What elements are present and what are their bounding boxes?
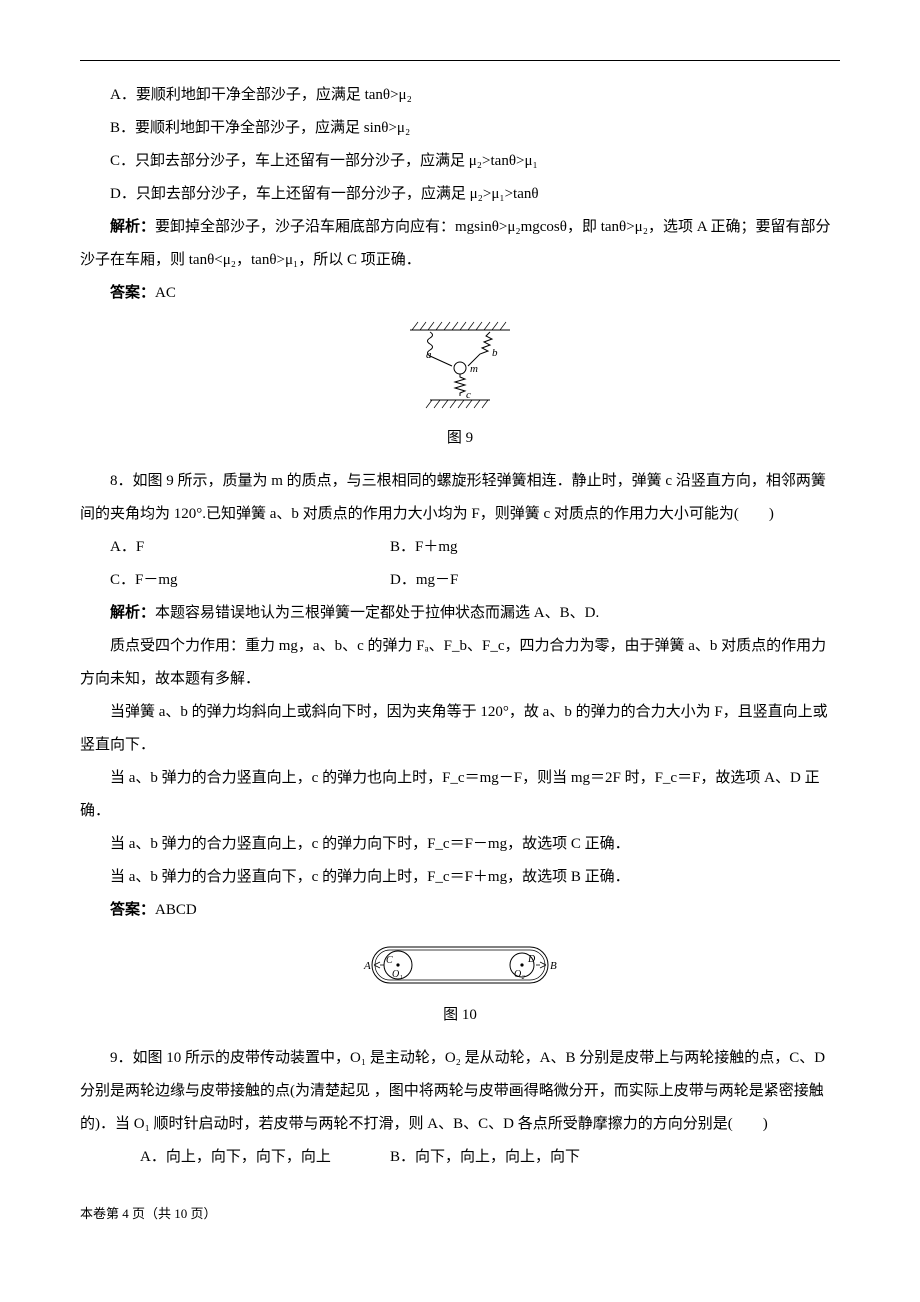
fig10-label-O1: O₁ xyxy=(392,969,403,980)
figure-9: a b m c xyxy=(80,318,840,418)
q9-option-b: B．向下，向上，向上，向下 xyxy=(390,1149,580,1165)
answer-label: 答案： xyxy=(110,902,155,918)
answer-value: ABCD xyxy=(155,902,197,918)
fig10-label-B: B xyxy=(550,960,557,972)
q7-option-d: D．只卸去部分沙子，车上还留有一部分沙子，应满足 μ₂>μ₁>tanθ xyxy=(80,178,840,211)
figure-10-caption: 图 10 xyxy=(80,999,840,1032)
q8-sol-p5: 当 a、b 弹力的合力竖直向上，c 的弹力向下时，F_c＝F－mg，故选项 C … xyxy=(80,828,840,861)
q9-options-row1: A．向上，向下，向下，向上B．向下，向上，向上，向下 xyxy=(80,1141,840,1174)
q9-option-a: A．向上，向下，向下，向上 xyxy=(110,1141,390,1174)
fig9-label-a: a xyxy=(426,349,432,361)
fig10-label-C: C xyxy=(386,955,393,966)
fig9-label-c: c xyxy=(466,389,471,401)
q8-stem: 8．如图 9 所示，质量为 m 的质点，与三根相同的螺旋形轻弹簧相连．静止时，弹… xyxy=(80,465,840,531)
q7-option-c: C．只卸去部分沙子，车上还留有一部分沙子，应满足 μ₂>tanθ>μ₁ xyxy=(80,145,840,178)
q8-number: 8． xyxy=(110,473,133,489)
q9-number: 9． xyxy=(110,1050,133,1066)
figure-9-caption: 图 9 xyxy=(80,422,840,455)
solution-text: 要卸掉全部沙子，沙子沿车厢底部方向应有：mgsinθ>μ₂mgcosθ，即 ta… xyxy=(80,219,830,268)
sol-text: 本题容易错误地认为三根弹簧一定都处于拉伸状态而漏选 A、B、D. xyxy=(155,605,599,621)
q9-stem: 9．如图 10 所示的皮带传动装置中，O₁ 是主动轮，O₂ 是从动轮，A、B 分… xyxy=(80,1042,840,1141)
fig9-label-b: b xyxy=(492,347,498,359)
q8-sol-p6: 当 a、b 弹力的合力竖直向下，c 的弹力向上时，F_c＝F＋mg，故选项 B … xyxy=(80,861,840,894)
fig10-label-D: D xyxy=(527,954,536,965)
q8-sol-p4: 当 a、b 弹力的合力竖直向上，c 的弹力也向上时，F_c＝mg－F，则当 mg… xyxy=(80,762,840,828)
q7-option-b: B．要顺利地卸干净全部沙子，应满足 sinθ>μ₂ xyxy=(80,112,840,145)
fig9-label-m: m xyxy=(470,363,478,375)
q8-option-d: D．mg－F xyxy=(390,564,670,597)
q8-sol-p2: 质点受四个力作用：重力 mg，a、b、c 的弹力 Fₐ、F_b、F_c，四力合力… xyxy=(80,630,840,696)
q8-option-c: C．F－mg xyxy=(110,564,390,597)
q8-answer: 答案：ABCD xyxy=(80,894,840,927)
q8-option-a: A．F xyxy=(110,531,390,564)
top-rule xyxy=(80,60,840,61)
fig10-label-O2: O₂ xyxy=(514,969,525,980)
answer-label: 答案： xyxy=(110,285,155,301)
q7-option-a: A．要顺利地卸干净全部沙子，应满足 tanθ>μ₂ xyxy=(80,79,840,112)
q8-sol-p3: 当弹簧 a、b 的弹力均斜向上或斜向下时，因为夹角等于 120°，故 a、b 的… xyxy=(80,696,840,762)
q7-answer: 答案：AC xyxy=(80,277,840,310)
solution-label: 解析： xyxy=(110,219,155,235)
q8-option-b: B．F＋mg xyxy=(390,531,670,564)
q7-solution: 解析：要卸掉全部沙子，沙子沿车厢底部方向应有：mgsinθ>μ₂mgcosθ，即… xyxy=(80,211,840,277)
q8-sol-p1: 解析：本题容易错误地认为三根弹簧一定都处于拉伸状态而漏选 A、B、D. xyxy=(80,597,840,630)
page-footer: 本卷第 4 页（共 10 页） xyxy=(80,1204,840,1224)
answer-value: AC xyxy=(155,285,176,301)
q8-text: 如图 9 所示，质量为 m 的质点，与三根相同的螺旋形轻弹簧相连．静止时，弹簧 … xyxy=(80,473,826,522)
q8-options: A．F B．F＋mg C．F－mg D．mg－F xyxy=(110,531,840,597)
q9-text: 如图 10 所示的皮带传动装置中，O₁ 是主动轮，O₂ 是从动轮，A、B 分别是… xyxy=(80,1050,825,1132)
solution-label: 解析： xyxy=(110,605,155,621)
fig10-label-A: A xyxy=(363,960,371,972)
figure-10: A B C D O₁ O₂ xyxy=(80,935,840,995)
